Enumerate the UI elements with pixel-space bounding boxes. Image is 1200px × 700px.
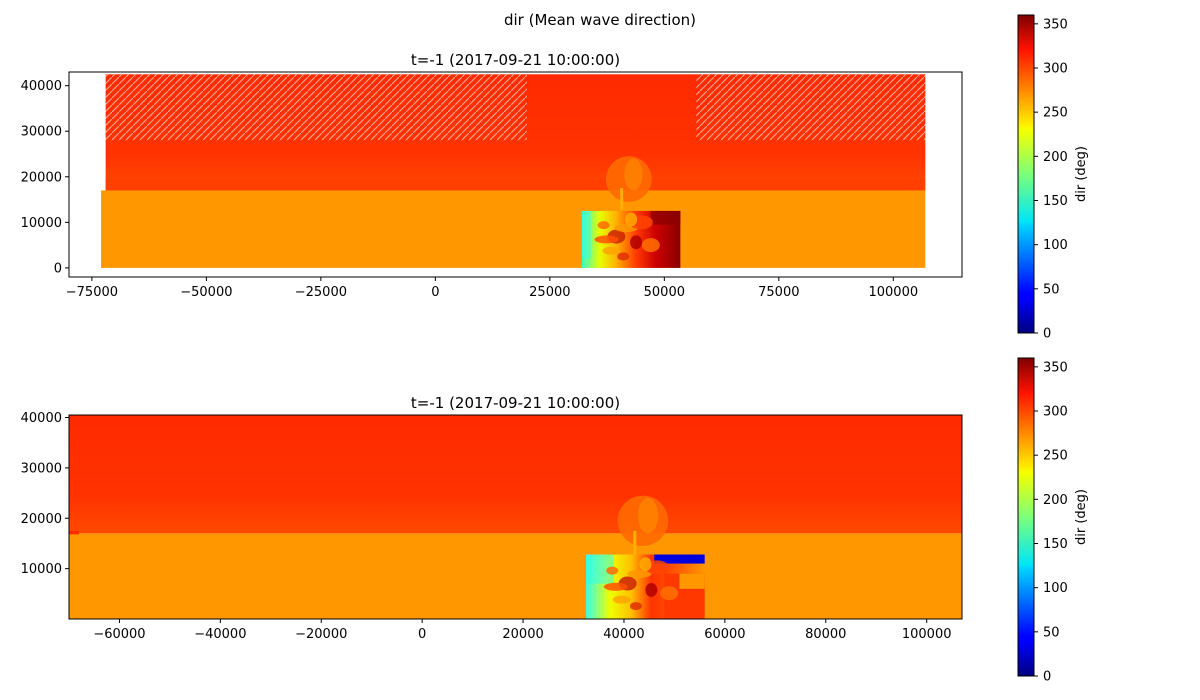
colorbar-tick-label: 200 (1043, 493, 1068, 508)
x-tick-label: 100000 (902, 627, 952, 642)
nested-blotch (602, 246, 621, 255)
x-tick-label: −60000 (93, 627, 145, 642)
colorbar-tick-label: 350 (1043, 17, 1068, 32)
x-tick-label: −75000 (66, 285, 118, 300)
nested-cyan-patch (581, 210, 592, 259)
panel-title: t=-1 (2017-09-21 10:00:00) (411, 51, 620, 69)
nested-darkred-patch (650, 210, 681, 225)
plume-stem (633, 530, 637, 555)
x-tick-label: 0 (431, 285, 439, 300)
y-tick-label: 0 (54, 261, 62, 276)
colorbar (1017, 14, 1035, 334)
colorbar (1017, 357, 1035, 677)
nested-blotch (627, 569, 652, 578)
nested-blotch (641, 238, 660, 253)
x-tick-label: 75000 (758, 285, 799, 300)
nested-blotch (594, 235, 619, 244)
plot-area (101, 74, 926, 268)
nested-blotch (617, 252, 630, 261)
heatmap-cell-southern-domain (101, 190, 926, 268)
x-tick-label: 40000 (603, 627, 644, 642)
nested-blotch (606, 566, 619, 575)
colorbar-tick-label: 50 (1043, 282, 1060, 297)
plume-stem (620, 188, 624, 210)
axes-frame (68, 414, 963, 620)
colorbar-tick-label: 0 (1043, 327, 1051, 342)
nested-blue-block (654, 554, 705, 564)
transition-band (105, 179, 926, 191)
colorbar-tick-label: 300 (1043, 405, 1068, 420)
panel-title: t=-1 (2017-09-21 10:00:00) (411, 394, 620, 412)
x-tick-label: 0 (418, 627, 426, 642)
nested-blotch (612, 595, 631, 604)
colorbar-tick-label: 250 (1043, 449, 1068, 464)
x-tick-label: 80000 (805, 627, 846, 642)
nested-grid (581, 210, 681, 268)
colorbar-tick-label: 350 (1043, 360, 1068, 375)
x-tick-label: 50000 (644, 285, 685, 300)
nested-blotch (603, 582, 628, 591)
x-tick-label: −20000 (295, 627, 347, 642)
x-tick-label: −40000 (194, 627, 246, 642)
colorbar-tick-label: 250 (1043, 106, 1068, 121)
colorbar-label: dir (deg) (1074, 146, 1089, 202)
figure-suptitle: dir (Mean wave direction) (503, 11, 697, 29)
colorbar-tick-label: 0 (1043, 670, 1051, 685)
x-tick-label: −50000 (180, 285, 232, 300)
nested-blotch (625, 212, 638, 227)
y-tick-label: 10000 (21, 562, 62, 577)
colorbar-tick-label: 150 (1043, 194, 1068, 209)
x-tick-label: 100000 (868, 285, 918, 300)
y-tick-label: 20000 (21, 170, 62, 185)
y-tick-label: 40000 (21, 411, 62, 426)
nested-orange-strip (679, 573, 705, 589)
colorbar-label: dir (deg) (1074, 489, 1089, 545)
x-tick-label: 25000 (529, 285, 570, 300)
nested-blotch (597, 221, 610, 230)
colorbar-tick-label: 100 (1043, 238, 1068, 253)
heatmap-cell-northern-domain (69, 415, 962, 534)
y-tick-label: 30000 (21, 461, 62, 476)
x-tick-label: −25000 (295, 285, 347, 300)
y-tick-label: 10000 (21, 216, 62, 231)
colorbar-tick-label: 50 (1043, 625, 1060, 640)
nested-blotch (639, 557, 652, 572)
heatmap-cell-southern-domain (69, 533, 962, 619)
y-tick-label: 30000 (21, 125, 62, 140)
nested-blotch (645, 582, 658, 597)
plume-core (637, 498, 659, 534)
colorbar-tick-label: 150 (1043, 537, 1068, 552)
colorbar-tick-label: 300 (1043, 62, 1068, 77)
plume-core (624, 158, 643, 191)
left-edge-strip (69, 530, 80, 535)
nested-grid (586, 554, 705, 619)
axes-frame (68, 71, 963, 278)
vector-texture-left (105, 74, 527, 141)
nested-blotch (629, 602, 642, 611)
colorbar-tick-label: 100 (1043, 581, 1068, 596)
nested-blotch (630, 235, 643, 250)
y-tick-label: 40000 (21, 79, 62, 94)
vector-texture-right (696, 74, 926, 141)
x-tick-label: 60000 (704, 627, 745, 642)
colorbar-tick-label: 200 (1043, 150, 1068, 165)
x-tick-label: 20000 (502, 627, 543, 642)
nested-blotch (660, 586, 679, 601)
y-tick-label: 20000 (21, 512, 62, 527)
plot-area (69, 415, 962, 619)
